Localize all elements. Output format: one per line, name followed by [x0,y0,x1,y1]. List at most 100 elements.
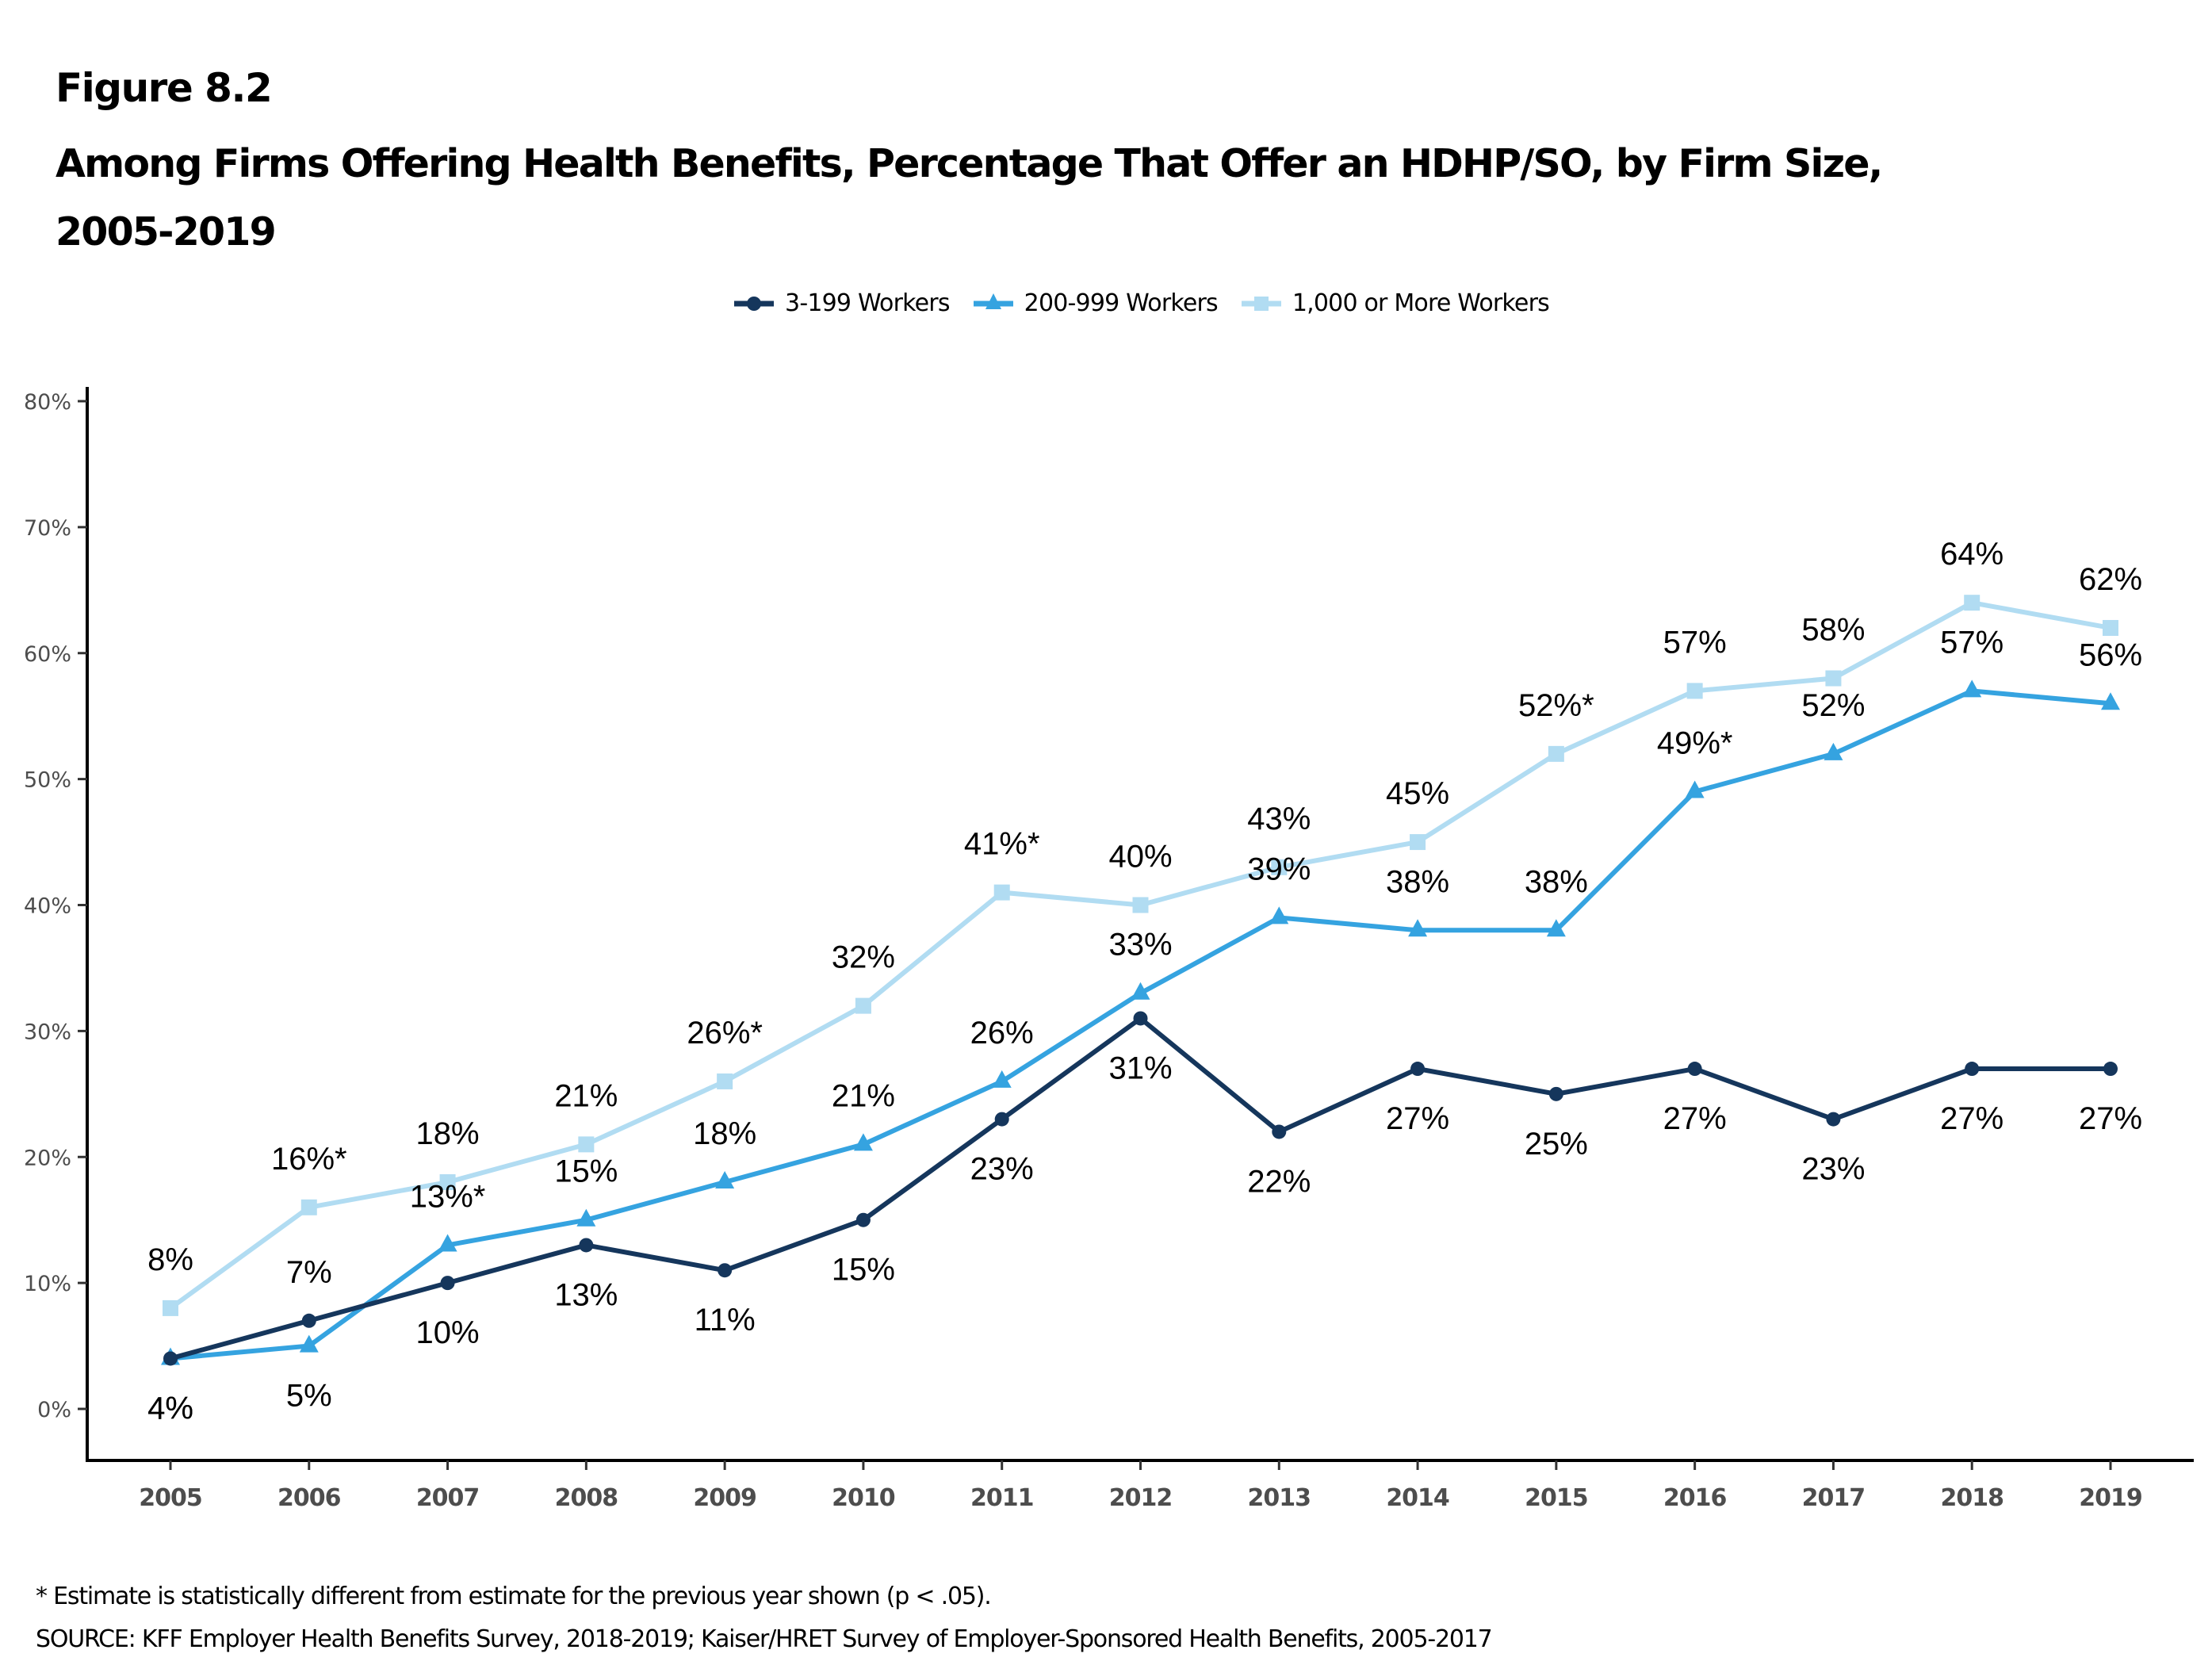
chart-title-line-1: Among Firms Offering Health Benefits, Pe… [55,141,1883,186]
y-tick-label: 70% [24,516,71,541]
data-point-triangle [1685,780,1705,798]
data-label: 11% [695,1303,756,1338]
y-tick-label: 20% [24,1146,71,1170]
y-tick-label: 40% [24,894,71,919]
x-tick-label: 2008 [555,1484,618,1512]
data-label: 62% [2079,562,2142,597]
x-tick-label: 2010 [832,1484,895,1512]
data-label: 32% [832,940,895,975]
data-point-square [1132,897,1149,913]
data-point-triangle [299,1334,319,1353]
data-point-square [993,884,1010,901]
data-point-square [439,1174,456,1191]
source-note: SOURCE: KFF Employer Health Benefits Sur… [36,1625,1493,1653]
data-point-circle [994,1112,1009,1127]
x-tick-label: 2015 [1525,1484,1588,1512]
data-point-square [1686,683,1703,699]
data-label: 16%* [271,1142,347,1177]
data-point-triangle [1824,742,1843,760]
legend-label: 200-999 Workers [1024,289,1219,317]
data-label: 52% [1801,688,1865,723]
data-point-square [1964,595,1980,611]
x-tick-label: 2014 [1386,1484,1449,1512]
data-point-circle [440,1276,455,1291]
legend-item-200-999: 200-999 Workers [973,289,1219,317]
data-label: 45% [1386,776,1449,811]
data-label: 27% [2079,1101,2142,1136]
data-label: 31% [1108,1051,1172,1085]
data-point-circle [579,1238,594,1253]
x-tick-label: 2018 [1940,1484,2003,1512]
data-point-triangle [1408,919,1428,937]
data-point-triangle [992,1070,1012,1088]
legend-key-square-icon [1241,296,1281,311]
x-tick-label: 2011 [970,1484,1034,1512]
data-label: 57% [1940,625,2003,660]
data-point-triangle [2101,692,2120,710]
data-point-circle [2103,1062,2118,1077]
legend-label: 3-199 Workers [785,289,950,317]
data-point-circle [1410,1062,1426,1077]
x-tick-label: 2017 [1802,1484,1866,1512]
data-point-circle [1965,1062,1980,1077]
data-label: 5% [286,1379,332,1414]
x-tick-label: 2006 [277,1484,341,1512]
data-label: 4% [147,1391,193,1426]
series-3-199-workers [163,1011,2118,1366]
data-label: 27% [1386,1101,1449,1136]
data-label: 10% [416,1315,480,1350]
data-label: 23% [1801,1152,1865,1187]
x-tick-label: 2013 [1248,1484,1311,1512]
data-label: 22% [1247,1164,1311,1199]
data-label: 56% [2079,637,2142,672]
data-point-circle [718,1263,733,1278]
data-point-circle [1133,1011,1148,1026]
data-label: 8% [147,1242,193,1277]
y-tick-label: 10% [24,1272,71,1296]
data-point-square [1271,859,1288,875]
data-label: 57% [1663,625,1727,660]
data-label: 58% [1801,613,1865,648]
data-label: 7% [286,1255,332,1290]
data-label: 13%* [410,1179,486,1214]
data-label: 40% [1108,840,1172,875]
data-label: 21% [554,1078,618,1113]
data-label: 15% [554,1154,618,1189]
data-label: 25% [1525,1127,1588,1162]
legend: 3-199 Workers 200-999 Workers 1,000 or M… [0,289,2212,317]
axes: 0% 10% 20% 30% 40% 50% 60% 70% 80% 2005 2006 2007 20… [24,387,2194,1512]
series-200-999-workers [161,679,2120,1365]
data-label: 21% [832,1078,895,1113]
data-point-circle [301,1313,316,1328]
data-label: 13% [554,1277,618,1312]
data-point-circle [1687,1062,1702,1077]
data-point-square [1410,834,1426,851]
data-label: 43% [1247,802,1311,836]
data-point-triangle [1546,919,1566,937]
y-tick-label: 30% [24,1020,71,1044]
legend-key-triangle-icon [973,293,1013,309]
chart-title: Among Firms Offering Health Benefits, Pe… [55,130,2038,266]
data-point-triangle [1962,679,1982,698]
chart-title-line-2: 2005-2019 [55,209,277,255]
data-point-circle [1272,1124,1287,1139]
data-point-triangle [853,1133,873,1151]
footnote: * Estimate is statistically different fr… [36,1583,992,1610]
data-label: 15% [832,1253,895,1288]
data-label: 49%* [1657,726,1733,761]
data-label: 18% [416,1116,480,1151]
data-point-triangle [1269,906,1289,924]
data-point-circle [1826,1112,1841,1127]
series-layer [161,595,2120,1366]
data-label: 38% [1525,864,1588,899]
data-point-triangle [715,1171,735,1189]
data-labels-layer: 4% 7% 10% 13% 11% 15% 23% 31% 22% 27% 25% 27% 23% 27%… [147,537,2142,1426]
data-point-triangle [1131,982,1150,1000]
data-point-square [717,1073,733,1089]
data-point-square [2103,619,2118,636]
legend-item-1000-plus: 1,000 or More Workers [1241,289,1550,317]
data-label: 33% [1108,928,1172,963]
x-tick-label: 2016 [1663,1484,1727,1512]
data-point-square [300,1199,317,1215]
